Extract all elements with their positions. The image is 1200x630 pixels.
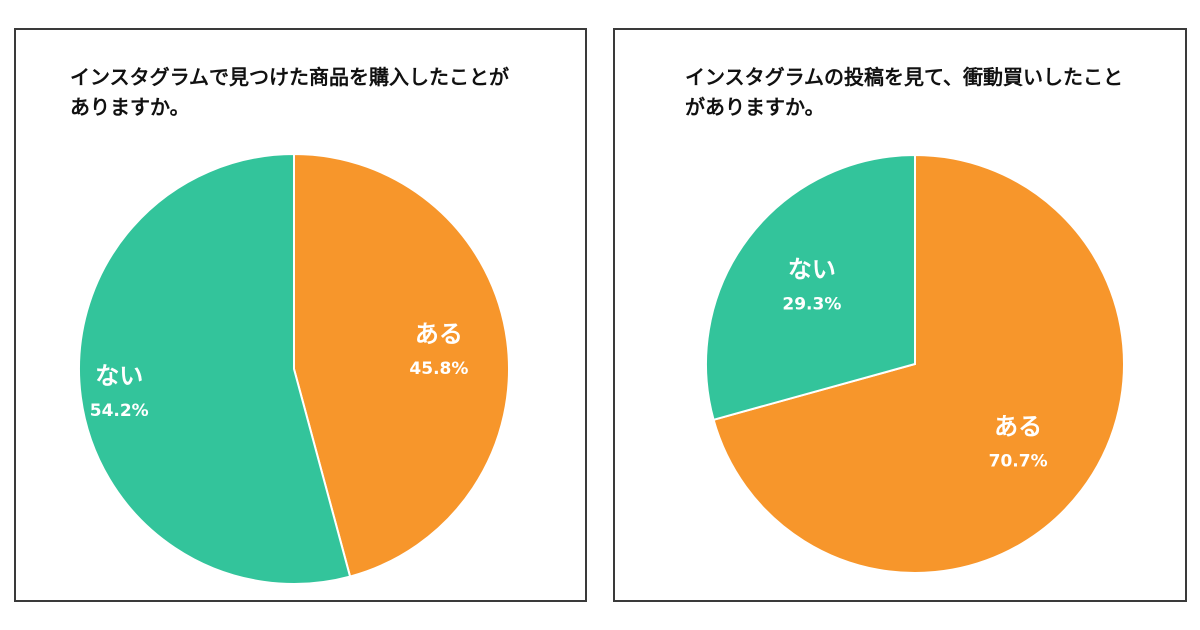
slice-value-label: 54.2% [90, 401, 149, 421]
pie-slice-0 [293, 152, 510, 578]
chart-title: インスタグラムで見つけた商品を購入したことが ありますか。 [70, 65, 509, 119]
pie-chart-right: ある 70.7% ない 29.3% [705, 153, 1125, 574]
chart-panel-left: インスタグラムで見つけた商品を購入したことが ありますか。 ある 45.8% ない 5… [14, 28, 587, 602]
slice-value-label: 70.7% [989, 451, 1048, 471]
pie-slice-0 [712, 153, 1125, 574]
pie-slice-1 [78, 152, 352, 585]
pie-chart-left: ある 45.8% ない 54.2% [78, 152, 510, 585]
slice-value-label: 29.3% [782, 295, 841, 315]
pie-slice-1 [705, 153, 916, 422]
slice-label: ない [788, 256, 836, 284]
chart-panel-right: インスタグラムの投稿を見て、衝動買いしたこと がありますか。 ある 70.7% ない… [613, 28, 1187, 602]
slice-label: ない [95, 362, 143, 390]
slice-value-label: 45.8% [409, 359, 468, 379]
slice-label: ある [415, 320, 463, 348]
chart-title: インスタグラムの投稿を見て、衝動買いしたこと がありますか。 [685, 65, 1123, 119]
slice-label: ある [994, 412, 1042, 440]
